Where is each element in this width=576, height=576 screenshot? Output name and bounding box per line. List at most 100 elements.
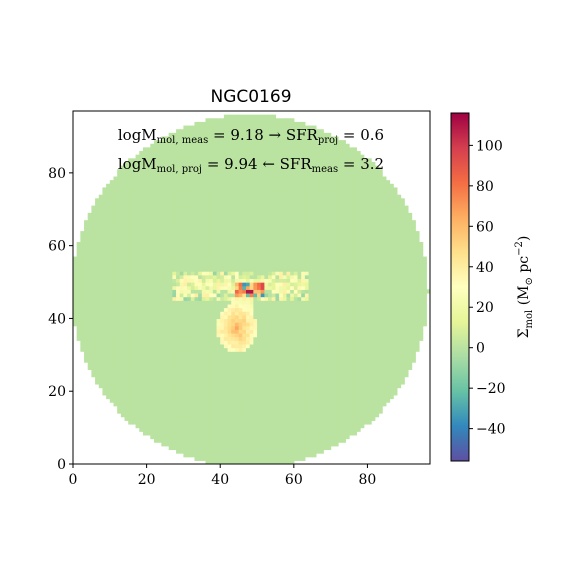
heatmap-cell: [231, 405, 236, 411]
heatmap-cell: [407, 285, 413, 290]
heatmap-cell: [109, 329, 115, 334]
heatmap-cell: [279, 282, 284, 287]
heatmap-cell: [315, 409, 321, 414]
heatmap-cell: [227, 245, 232, 250]
heatmap-cell: [238, 263, 243, 269]
heatmap-cell: [238, 416, 243, 421]
heatmap-cell: [242, 271, 247, 276]
heatmap-cell: [201, 285, 207, 290]
heatmap-cell: [293, 332, 299, 338]
heatmap-cell: [315, 438, 321, 443]
heatmap-cell: [363, 354, 369, 360]
heatmap-cell: [356, 343, 361, 349]
heatmap-cell: [172, 387, 177, 392]
heatmap-cell: [345, 347, 350, 352]
heatmap-cell: [179, 242, 185, 247]
heatmap-cell: [297, 318, 302, 323]
heatmap-cell: [352, 318, 357, 323]
heatmap-cell: [84, 340, 89, 345]
heatmap-cell: [106, 242, 111, 247]
heatmap-cell: [242, 413, 247, 418]
heatmap-cell: [124, 318, 129, 323]
heatmap-cell: [128, 351, 133, 356]
heatmap-cell: [120, 274, 126, 279]
heatmap-cell: [341, 362, 346, 367]
heatmap-cell: [290, 340, 295, 345]
heatmap-cell: [172, 260, 177, 265]
heatmap-cell: [231, 438, 236, 443]
heatmap-cell: [183, 282, 188, 287]
heatmap-cell: [356, 322, 361, 327]
heatmap-cell: [80, 314, 85, 320]
heatmap-cell: [124, 238, 129, 243]
heatmap-cell: [337, 413, 343, 418]
heatmap-cell: [172, 347, 177, 352]
heatmap-cell: [382, 256, 387, 261]
heatmap-cell: [312, 311, 317, 316]
heatmap-cell: [363, 325, 369, 330]
heatmap-cell: [400, 249, 405, 254]
heatmap-cell: [113, 398, 118, 403]
heatmap-cell: [135, 387, 140, 392]
heatmap-cell: [257, 442, 262, 447]
heatmap-cell: [337, 420, 343, 425]
heatmap-cell: [356, 271, 361, 276]
heatmap-cell: [194, 431, 199, 436]
heatmap-cell: [282, 289, 288, 294]
heatmap-cell: [293, 358, 299, 363]
heatmap-cell: [150, 369, 155, 374]
heatmap-cell: [374, 398, 380, 403]
heatmap-cell: [128, 271, 133, 276]
heatmap-cell: [242, 423, 247, 429]
heatmap-cell: [326, 427, 332, 432]
heatmap-cell: [304, 365, 310, 370]
heatmap-cell: [275, 427, 280, 432]
heatmap-cell: [135, 354, 140, 360]
heatmap-cell: [231, 398, 236, 403]
heatmap-cell: [194, 267, 199, 272]
heatmap-cell: [356, 394, 361, 400]
heatmap-cell: [187, 347, 192, 352]
heatmap-cell: [271, 260, 277, 265]
heatmap-cell: [120, 285, 126, 290]
heatmap-cell: [345, 413, 350, 418]
heatmap-cell: [139, 322, 144, 327]
heatmap-cell: [253, 303, 258, 309]
heatmap-cell: [231, 416, 236, 421]
heatmap-cell: [323, 420, 328, 425]
heatmap-cell: [345, 314, 350, 320]
heatmap-cell: [98, 318, 104, 323]
heatmap-cell: [150, 362, 155, 367]
heatmap-cell: [139, 391, 144, 396]
heatmap-cell: [168, 343, 173, 349]
heatmap-cell: [212, 296, 218, 301]
heatmap-cell: [176, 402, 181, 407]
heatmap-cell: [268, 329, 273, 334]
heatmap-cell: [396, 249, 402, 254]
heatmap-cell: [128, 292, 133, 298]
heatmap-cell: [106, 314, 111, 320]
heatmap-cell: [360, 351, 365, 356]
heatmap-cell: [106, 373, 111, 378]
heatmap-cell: [146, 369, 151, 374]
heatmap-cell: [268, 442, 273, 447]
heatmap-cell: [194, 260, 199, 265]
heatmap-cell: [146, 343, 151, 349]
heatmap-cell: [209, 423, 214, 429]
heatmap-cell: [279, 325, 284, 330]
heatmap-cell: [176, 285, 181, 290]
heatmap-cell: [198, 354, 203, 360]
heatmap-cell: [216, 380, 221, 385]
heatmap-cell: [172, 292, 177, 298]
heatmap-cell: [360, 282, 365, 287]
heatmap-cell: [95, 354, 100, 360]
heatmap-cell: [139, 300, 144, 305]
heatmap-cell: [242, 285, 247, 290]
heatmap-cell: [249, 274, 254, 279]
heatmap-cell: [95, 332, 100, 338]
heatmap-cell: [176, 256, 181, 261]
heatmap-cell: [220, 311, 225, 316]
heatmap-cell: [356, 329, 361, 334]
heatmap-cell: [253, 398, 258, 403]
heatmap-cell: [334, 354, 339, 360]
